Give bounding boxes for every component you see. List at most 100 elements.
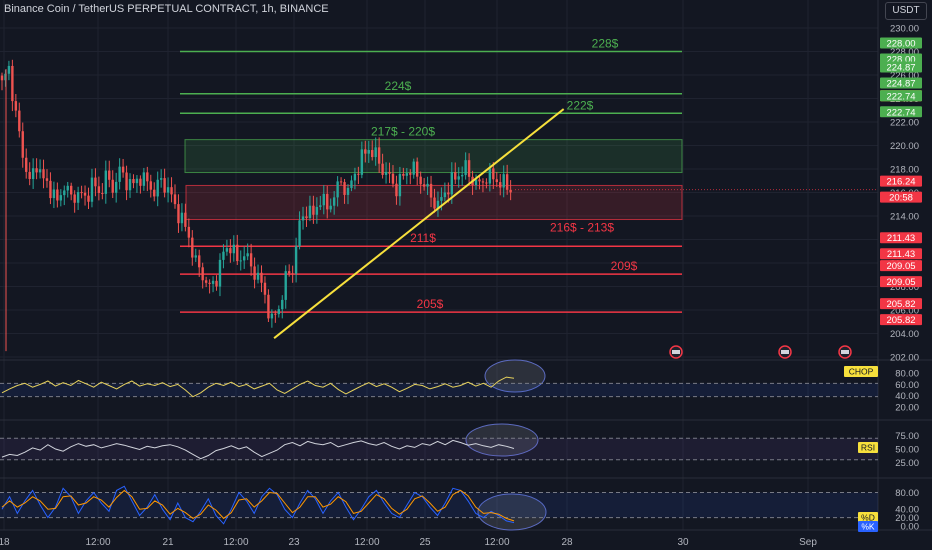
candle-body [343,182,346,195]
candle-body [353,173,357,181]
price-tick-label: 222.00 [890,118,919,129]
price-badge [880,232,922,244]
candle-body [395,183,398,197]
green-zone [184,139,683,174]
price-badge [880,298,922,310]
indicator-tick-label: 25.00 [895,458,919,469]
indicator-tick-label: 75.00 [895,431,919,442]
candle-body [204,280,208,283]
price-badge-label: 228.00 [886,39,915,50]
candle-body [371,150,374,158]
price-axis[interactable]: 230.00228.00226.00224.00222.00220.00218.… [880,24,922,364]
candle-body [284,271,287,300]
event-flag-icon [781,350,789,354]
candle-body [326,193,329,210]
candle-body [94,177,97,187]
candle-body [187,226,191,238]
price-tick-label: 218.00 [890,165,919,176]
price-tick-label: 214.00 [890,212,919,223]
candle-body [312,205,315,215]
price-badge-label: 205.82 [886,299,915,310]
indicator-tick-label: 20.00 [895,402,919,413]
price-badge [880,61,922,73]
level-label: 205$ [417,297,444,311]
candle-body [121,166,125,173]
indicator-line [1,439,515,460]
price-tick-label: 204.00 [890,329,919,340]
candle-body [191,237,194,258]
candle-body [63,190,66,196]
currency-selector[interactable]: USDT [885,2,927,20]
candle-body [336,181,339,198]
candle-body [135,178,139,184]
indicator-badge-label: RSI [861,443,875,453]
candle-body [229,248,232,254]
indicator-badge [858,521,878,532]
candle-body [467,160,471,177]
candle-body [225,248,229,252]
candle-body [464,160,467,176]
price-badge-label: 211.43 [887,233,915,244]
indicator-tick-label: 40.00 [895,391,919,402]
zone-label: 216$ - 213$ [550,221,614,235]
candle-body [360,149,364,175]
price-tick-label: 220.00 [890,141,919,152]
candle-body [132,179,135,184]
candle-body [166,187,170,193]
candle-body [66,185,69,191]
candle-body [488,168,492,184]
level-label: 209$ [611,259,638,273]
candle-body [409,173,412,175]
candle-body [481,181,485,183]
price-badge [880,260,922,272]
indicator-tick-label: 80.00 [895,369,919,380]
indicator-tick-label: 60.00 [895,380,919,391]
candle-body [70,185,73,195]
price-badge-label: 20:58 [889,193,913,204]
candle-body [426,183,429,187]
indicator-badge-label: CHOP [849,367,874,377]
price-pane[interactable]: 217$ - 220$ 216$ - 213$ 228$ 224$ 222$ 211$ 20… [0,37,878,531]
price-tick-label: 228.00 [890,47,919,58]
candle-body [502,174,505,188]
candle-body [49,180,52,199]
candle-body [25,157,28,172]
price-badge [880,90,922,102]
rsi-pane[interactable]: 75.00 50.00 25.00 RSI [0,431,919,469]
candle-body [260,272,263,283]
highlight-ellipse [477,493,547,531]
candle-body [339,181,343,183]
candle-body [139,178,142,186]
candle-body [125,172,128,191]
candle-body [149,181,152,190]
price-badge [880,248,922,260]
candle-body [28,171,31,180]
candle-body [374,147,377,158]
indicator-tick-label: 20.00 [895,513,919,524]
candle-body [153,189,156,197]
candle-body [159,178,163,180]
price-badge-label: 228.00 [886,55,915,66]
candle-body [198,255,201,268]
candle-body [454,172,457,180]
price-badge-label: 224.87 [886,78,915,89]
candle-body [436,200,440,209]
chart-title: Binance Coin / TetherUS PERPETUAL CONTRA… [4,3,329,15]
candle-body [388,171,391,174]
candle-body [180,212,184,224]
time-tick-label: 12:00 [484,537,509,548]
band-fill [0,438,878,460]
candle-body [433,197,436,209]
candle-body [76,192,80,203]
candle-body [298,220,301,247]
candle-body [232,244,236,254]
time-tick-label: 21 [162,537,174,548]
indicator-tick-label: 50.00 [895,445,919,456]
trend-line[interactable] [273,108,565,339]
candle-body [322,193,325,206]
event-flag-icon [841,350,849,354]
time-axis[interactable]: 18 12:00 21 12:00 23 12:00 25 12:00 28 30 Sep [0,537,817,548]
